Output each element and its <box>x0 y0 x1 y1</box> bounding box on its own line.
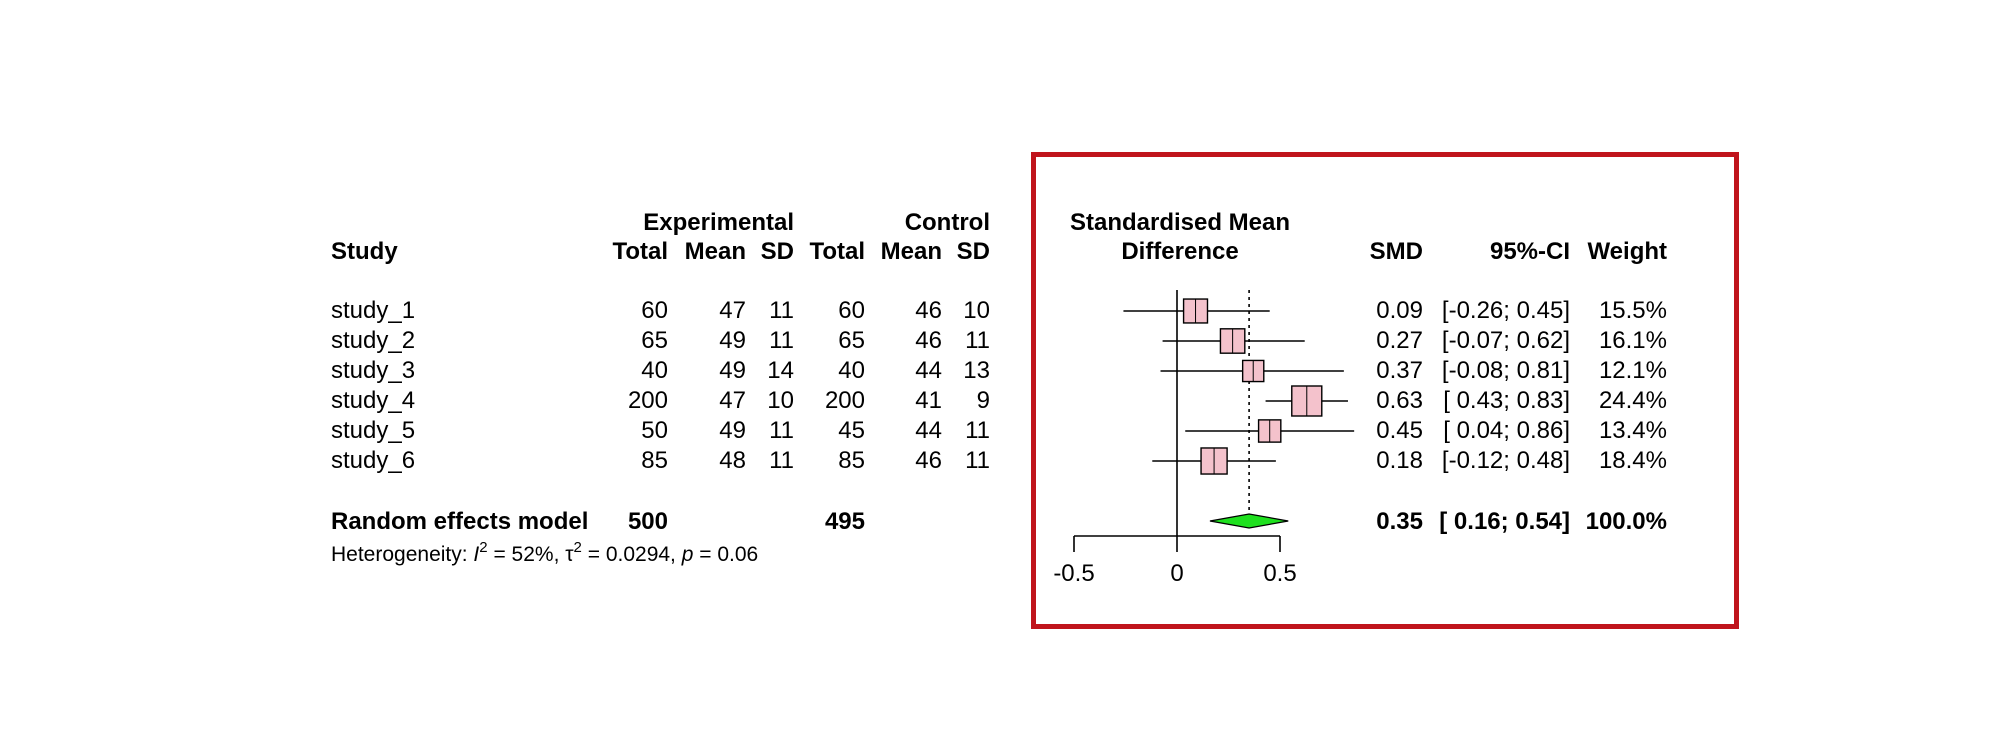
study-name: study_3 <box>331 357 416 384</box>
smd-value: 0.18 <box>1376 447 1423 474</box>
exp-sd: 10 <box>767 387 794 414</box>
heterogeneity-prefix: Heterogeneity: <box>331 543 474 566</box>
study-name: study_2 <box>331 327 416 354</box>
exp-total: 200 <box>627 387 668 414</box>
smd-value: 0.09 <box>1376 297 1423 324</box>
header-weight: Weight <box>1587 238 1667 265</box>
header-experimental: Experimental <box>643 209 794 236</box>
weight-value: 13.4% <box>1598 417 1667 444</box>
header-smd-title-1: Standardised Mean <box>1069 209 1291 236</box>
study-name: study_6 <box>331 447 416 474</box>
highlight-box <box>1031 152 1739 629</box>
tau-value: = 0.0294, <box>581 543 682 566</box>
smd-value: 0.45 <box>1376 417 1423 444</box>
pooled-exp-total: 500 <box>627 508 668 535</box>
ci-value: [ 0.43; 0.83] <box>1443 387 1570 414</box>
exp-total: 50 <box>641 417 668 444</box>
tau-symbol: τ <box>565 543 574 566</box>
p-symbol: p <box>681 543 694 566</box>
ci-value: [-0.07; 0.62] <box>1441 327 1570 354</box>
smd-value: 0.27 <box>1376 327 1423 354</box>
exp-sd: 11 <box>769 327 794 354</box>
ctrl-sd: 13 <box>963 357 990 384</box>
p-value: = 0.06 <box>693 543 759 566</box>
exp-total: 65 <box>641 327 668 354</box>
ctrl-sd: 10 <box>963 297 990 324</box>
header-study: Study <box>331 238 398 265</box>
weight-value: 16.1% <box>1598 327 1667 354</box>
header-exp-sd: SD <box>760 238 794 265</box>
exp-sd: 11 <box>769 447 794 474</box>
weight-value: 18.4% <box>1598 447 1667 474</box>
header-ctrl-mean: Mean <box>880 238 942 265</box>
ctrl-mean: 46 <box>915 447 942 474</box>
ctrl-sd: 9 <box>976 387 990 414</box>
header-smd: SMD <box>1369 238 1423 265</box>
exp-sd: 11 <box>769 297 794 324</box>
pooled-ci: [ 0.16; 0.54] <box>1439 508 1570 535</box>
ctrl-total: 85 <box>838 447 865 474</box>
heterogeneity-text: Heterogeneity: I2 = 52%, τ2 = 0.0294, p … <box>331 539 759 566</box>
pooled-weight: 100.0% <box>1585 508 1667 535</box>
ctrl-mean: 44 <box>915 357 942 384</box>
ctrl-mean: 46 <box>915 297 942 324</box>
header-exp-total: Total <box>612 238 668 265</box>
study-name: study_1 <box>331 297 416 324</box>
ctrl-total: 200 <box>824 387 865 414</box>
study-name: study_4 <box>331 387 416 414</box>
study-name: study_5 <box>331 417 416 444</box>
pooled-label: Random effects model <box>331 508 589 535</box>
exp-mean: 47 <box>719 297 746 324</box>
exp-sd: 11 <box>769 417 794 444</box>
ctrl-mean: 46 <box>915 327 942 354</box>
ctrl-sd: 11 <box>965 327 990 354</box>
header-ctrl-sd: SD <box>956 238 990 265</box>
exp-mean: 49 <box>719 357 746 384</box>
ci-value: [-0.08; 0.81] <box>1441 357 1570 384</box>
exp-total: 60 <box>641 297 668 324</box>
header-ci: 95%-CI <box>1489 238 1570 265</box>
exp-mean: 48 <box>719 447 746 474</box>
exp-total: 40 <box>641 357 668 384</box>
smd-value: 0.63 <box>1376 387 1423 414</box>
ci-value: [ 0.04; 0.86] <box>1443 417 1570 444</box>
i2-value: = 52%, <box>487 543 566 566</box>
pooled-ctrl-total: 495 <box>824 508 865 535</box>
pooled-diamond <box>1209 513 1289 529</box>
ctrl-total: 65 <box>838 327 865 354</box>
header-control: Control <box>904 209 990 236</box>
ctrl-total: 45 <box>838 417 865 444</box>
ctrl-mean: 44 <box>915 417 942 444</box>
weight-value: 15.5% <box>1598 297 1667 324</box>
ci-value: [-0.26; 0.45] <box>1441 297 1570 324</box>
exp-mean: 49 <box>719 327 746 354</box>
pooled-smd: 0.35 <box>1376 508 1423 535</box>
exp-mean: 47 <box>719 387 746 414</box>
ci-value: [-0.12; 0.48] <box>1441 447 1570 474</box>
exp-total: 85 <box>641 447 668 474</box>
exp-sd: 14 <box>767 357 794 384</box>
weight-value: 12.1% <box>1598 357 1667 384</box>
x-axis-tick-label-2: 0.5 <box>1263 560 1296 587</box>
smd-value: 0.37 <box>1376 357 1423 384</box>
x-axis-tick-label-1: 0 <box>1170 560 1183 587</box>
x-axis-tick-label-0: -0.5 <box>1053 560 1094 587</box>
ctrl-sd: 11 <box>965 447 990 474</box>
weight-value: 24.4% <box>1598 387 1667 414</box>
header-exp-mean: Mean <box>684 238 746 265</box>
ctrl-total: 60 <box>838 297 865 324</box>
i2-symbol: I <box>473 543 480 566</box>
exp-mean: 49 <box>719 417 746 444</box>
ctrl-sd: 11 <box>965 417 990 444</box>
header-ctrl-total: Total <box>809 238 865 265</box>
header-smd-title-2: Difference <box>1121 238 1239 265</box>
ctrl-total: 40 <box>838 357 865 384</box>
ctrl-mean: 41 <box>915 387 942 414</box>
